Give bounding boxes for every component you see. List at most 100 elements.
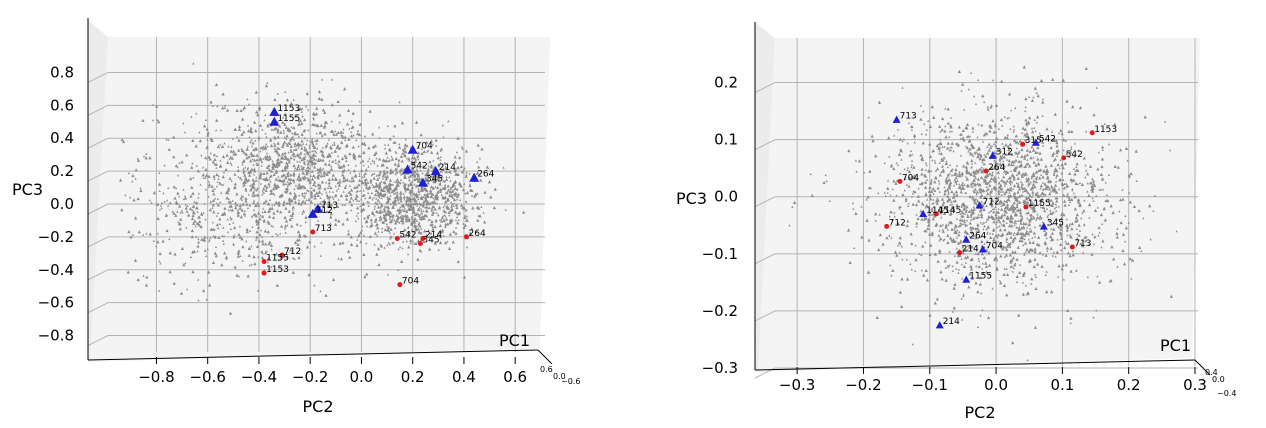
- background-point: [324, 293, 328, 297]
- background-point: [273, 135, 276, 138]
- background-point: [450, 218, 454, 222]
- background-point: [312, 173, 316, 178]
- background-point: [1081, 244, 1085, 248]
- background-point: [964, 209, 968, 213]
- background-point: [955, 193, 959, 197]
- background-point: [288, 201, 292, 205]
- background-point: [943, 192, 947, 196]
- background-point: [479, 178, 483, 182]
- background-point: [959, 154, 963, 157]
- background-point: [477, 165, 481, 169]
- background-point: [995, 266, 999, 270]
- background-point: [245, 240, 248, 243]
- background-point: [262, 187, 266, 191]
- background-point: [1021, 190, 1025, 193]
- background-point: [380, 196, 383, 200]
- background-point: [971, 225, 975, 230]
- background-point: [342, 190, 345, 193]
- background-point: [996, 170, 1000, 174]
- background-point: [199, 225, 203, 229]
- background-point: [300, 185, 304, 189]
- background-point: [389, 168, 393, 172]
- background-point: [197, 278, 200, 281]
- background-point: [964, 191, 967, 195]
- background-point: [1007, 194, 1010, 197]
- background-point: [283, 152, 286, 155]
- background-point: [437, 232, 440, 235]
- background-point: [1035, 242, 1039, 246]
- background-point: [901, 86, 904, 89]
- background-point: [953, 179, 956, 182]
- background-point: [986, 191, 990, 196]
- background-point: [418, 224, 422, 228]
- background-point: [1019, 231, 1023, 235]
- background-point: [1034, 286, 1038, 291]
- background-point: [1046, 179, 1051, 183]
- background-point: [434, 175, 438, 179]
- background-point: [232, 242, 235, 245]
- background-point: [941, 223, 945, 226]
- background-point: [889, 264, 892, 267]
- background-point: [426, 172, 429, 175]
- background-point: [383, 209, 387, 213]
- background-point: [926, 178, 929, 181]
- background-point: [1060, 216, 1064, 220]
- background-point: [1127, 173, 1131, 177]
- x-tick-label: −0.6: [189, 368, 225, 386]
- background-point: [464, 149, 469, 153]
- background-point: [367, 201, 370, 204]
- background-point: [1014, 222, 1018, 225]
- background-point: [305, 245, 310, 249]
- background-point: [1101, 239, 1105, 243]
- background-point: [402, 195, 406, 199]
- background-point: [960, 257, 963, 260]
- background-point: [974, 161, 977, 164]
- background-point: [370, 223, 374, 227]
- background-point: [284, 125, 288, 129]
- background-point: [974, 236, 978, 240]
- background-point: [1052, 251, 1055, 254]
- right-z-ticks: 0.40.0−0.4: [1205, 368, 1236, 398]
- background-point: [1054, 203, 1057, 206]
- background-point: [1022, 221, 1026, 225]
- background-point: [855, 170, 858, 173]
- background-point: [419, 213, 422, 216]
- background-point: [390, 183, 393, 186]
- background-point: [353, 175, 356, 178]
- background-point: [1084, 164, 1087, 167]
- background-point: [293, 257, 296, 261]
- background-point: [971, 277, 974, 280]
- right-x-axis-line: [754, 359, 1196, 371]
- background-point: [1052, 137, 1056, 141]
- background-point: [951, 269, 954, 272]
- background-point: [961, 136, 965, 140]
- background-point: [297, 174, 301, 179]
- background-point: [267, 163, 271, 168]
- background-point: [400, 159, 404, 163]
- background-point: [994, 205, 997, 208]
- background-point: [853, 246, 856, 250]
- background-point: [310, 161, 313, 164]
- background-point: [1030, 277, 1034, 281]
- background-point: [402, 152, 405, 155]
- background-point: [1034, 176, 1038, 180]
- background-point: [312, 152, 316, 156]
- background-point: [273, 150, 277, 153]
- background-point: [980, 193, 984, 197]
- background-point: [941, 208, 945, 212]
- background-point: [363, 175, 366, 178]
- background-point: [393, 219, 396, 222]
- background-point: [152, 239, 156, 242]
- background-point: [237, 249, 241, 253]
- background-point: [444, 217, 449, 221]
- background-point: [424, 176, 427, 179]
- background-point: [411, 219, 415, 223]
- background-point: [944, 266, 947, 269]
- background-point: [406, 196, 410, 200]
- background-point: [419, 231, 423, 235]
- background-point: [983, 225, 986, 228]
- background-point: [134, 216, 138, 220]
- background-point: [307, 197, 311, 202]
- background-point: [351, 178, 356, 183]
- background-point: [264, 251, 268, 255]
